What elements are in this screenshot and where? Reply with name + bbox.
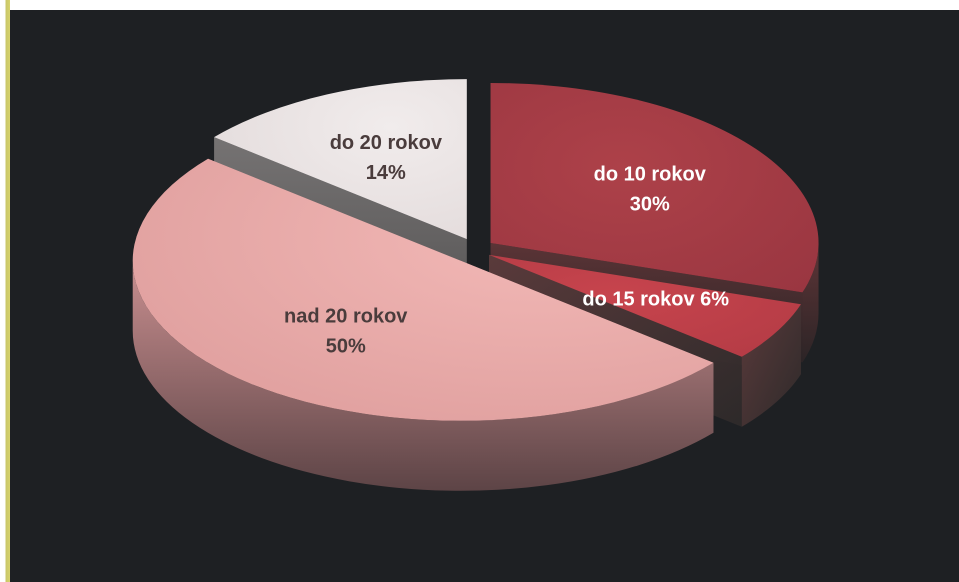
slice-label: do 20 rokov 14% <box>330 132 443 184</box>
pie-slice-side <box>741 304 801 427</box>
slice-label: nad 20 rokov 50% <box>284 306 408 358</box>
slice-label-value: 30% <box>630 194 670 216</box>
slice-label-value: 14% <box>366 162 406 184</box>
pie-slice-top <box>132 158 714 421</box>
slice-label-name: nad 20 rokov <box>284 306 408 328</box>
slice-label-name: do 20 rokov <box>330 132 443 154</box>
pie-slice-top <box>214 79 467 240</box>
pie-slice-2 <box>132 158 714 491</box>
slice-label: do 15 rokov 6% <box>582 289 729 311</box>
slice-label: do 10 rokov 30% <box>594 164 707 216</box>
slice-label-name: do 10 rokov <box>594 164 707 186</box>
frame-edge <box>0 0 10 582</box>
pie-slice-side <box>132 260 714 491</box>
pie-slice-top <box>489 254 801 357</box>
pie-slice-top <box>490 82 819 293</box>
slice-label-value: 50% <box>326 336 366 358</box>
pie-slice-side <box>802 242 819 363</box>
